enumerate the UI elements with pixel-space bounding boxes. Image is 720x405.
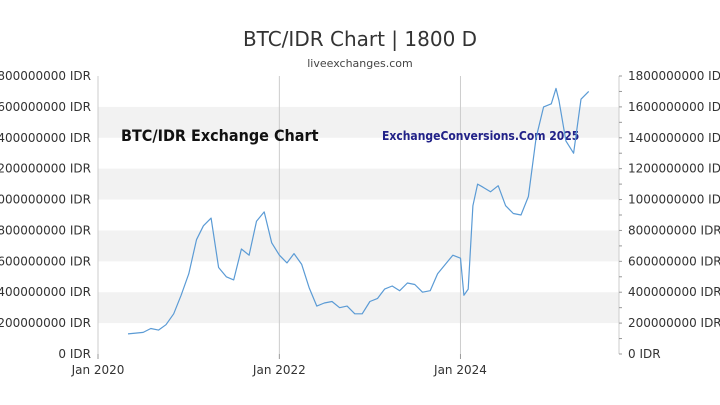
y-tick-label-right: 1400000000 IDR [628,131,720,145]
y-tick-label-left: 1000000000 IDR [0,193,91,207]
chart-title: BTC/IDR Chart | 1800 D [243,27,477,51]
y-tick-label-right: 800000000 IDR [628,223,720,237]
chart-subtitle: liveexchanges.com [307,57,412,70]
series-line [127,87,590,335]
y-tick-label-right: 200000000 IDR [628,316,720,330]
y-tick-label-right: 1800000000 IDR [628,69,720,83]
x-axis: Jan 2020 Jan 2022 Jan 2024 [71,354,487,377]
watermark-left: BTC/IDR Exchange Chart [121,126,319,145]
y-tick-label-right: 600000000 IDR [628,254,720,268]
y-tick-label-left: 1800000000 IDR [0,69,91,83]
y-tick-label-right: 1200000000 IDR [628,162,720,176]
y-tick-label-right: 400000000 IDR [628,285,720,299]
x-tick-label: Jan 2020 [71,363,125,377]
y-tick-label-left: 1200000000 IDR [0,162,91,176]
y-tick-label-right: 0 IDR [628,347,661,361]
grid-band [98,168,619,200]
y-tick-label-left: 0 IDR [58,347,91,361]
grid-band [98,230,619,262]
watermark-right: ExchangeConversions.Com 2025 [382,129,579,143]
grid-band [98,292,619,324]
y-tick-label-left: 400000000 IDR [0,285,91,299]
y-tick-label-left: 200000000 IDR [0,316,91,330]
y-tick-label-left: 600000000 IDR [0,254,91,268]
y-tick-label-right: 1600000000 IDR [628,100,720,114]
y-axis-left: 0 IDR 200000000 IDR 400000000 IDR 600000000… [0,69,91,361]
y-tick-label-right: 1000000000 IDR [628,193,720,207]
y-axis-right: 0 IDR 200000000 IDR 400000000 IDR 600000000… [619,69,720,361]
y-tick-label-left: 800000000 IDR [0,223,91,237]
x-tick-label: Jan 2022 [252,363,306,377]
grid-band [98,106,619,138]
series-group [127,87,590,335]
grid-vertical-lines [278,76,461,354]
y-tick-label-left: 1600000000 IDR [0,100,91,114]
x-tick-label: Jan 2024 [433,363,487,377]
grid-bands [98,106,619,324]
y-tick-label-left: 1400000000 IDR [0,131,91,145]
